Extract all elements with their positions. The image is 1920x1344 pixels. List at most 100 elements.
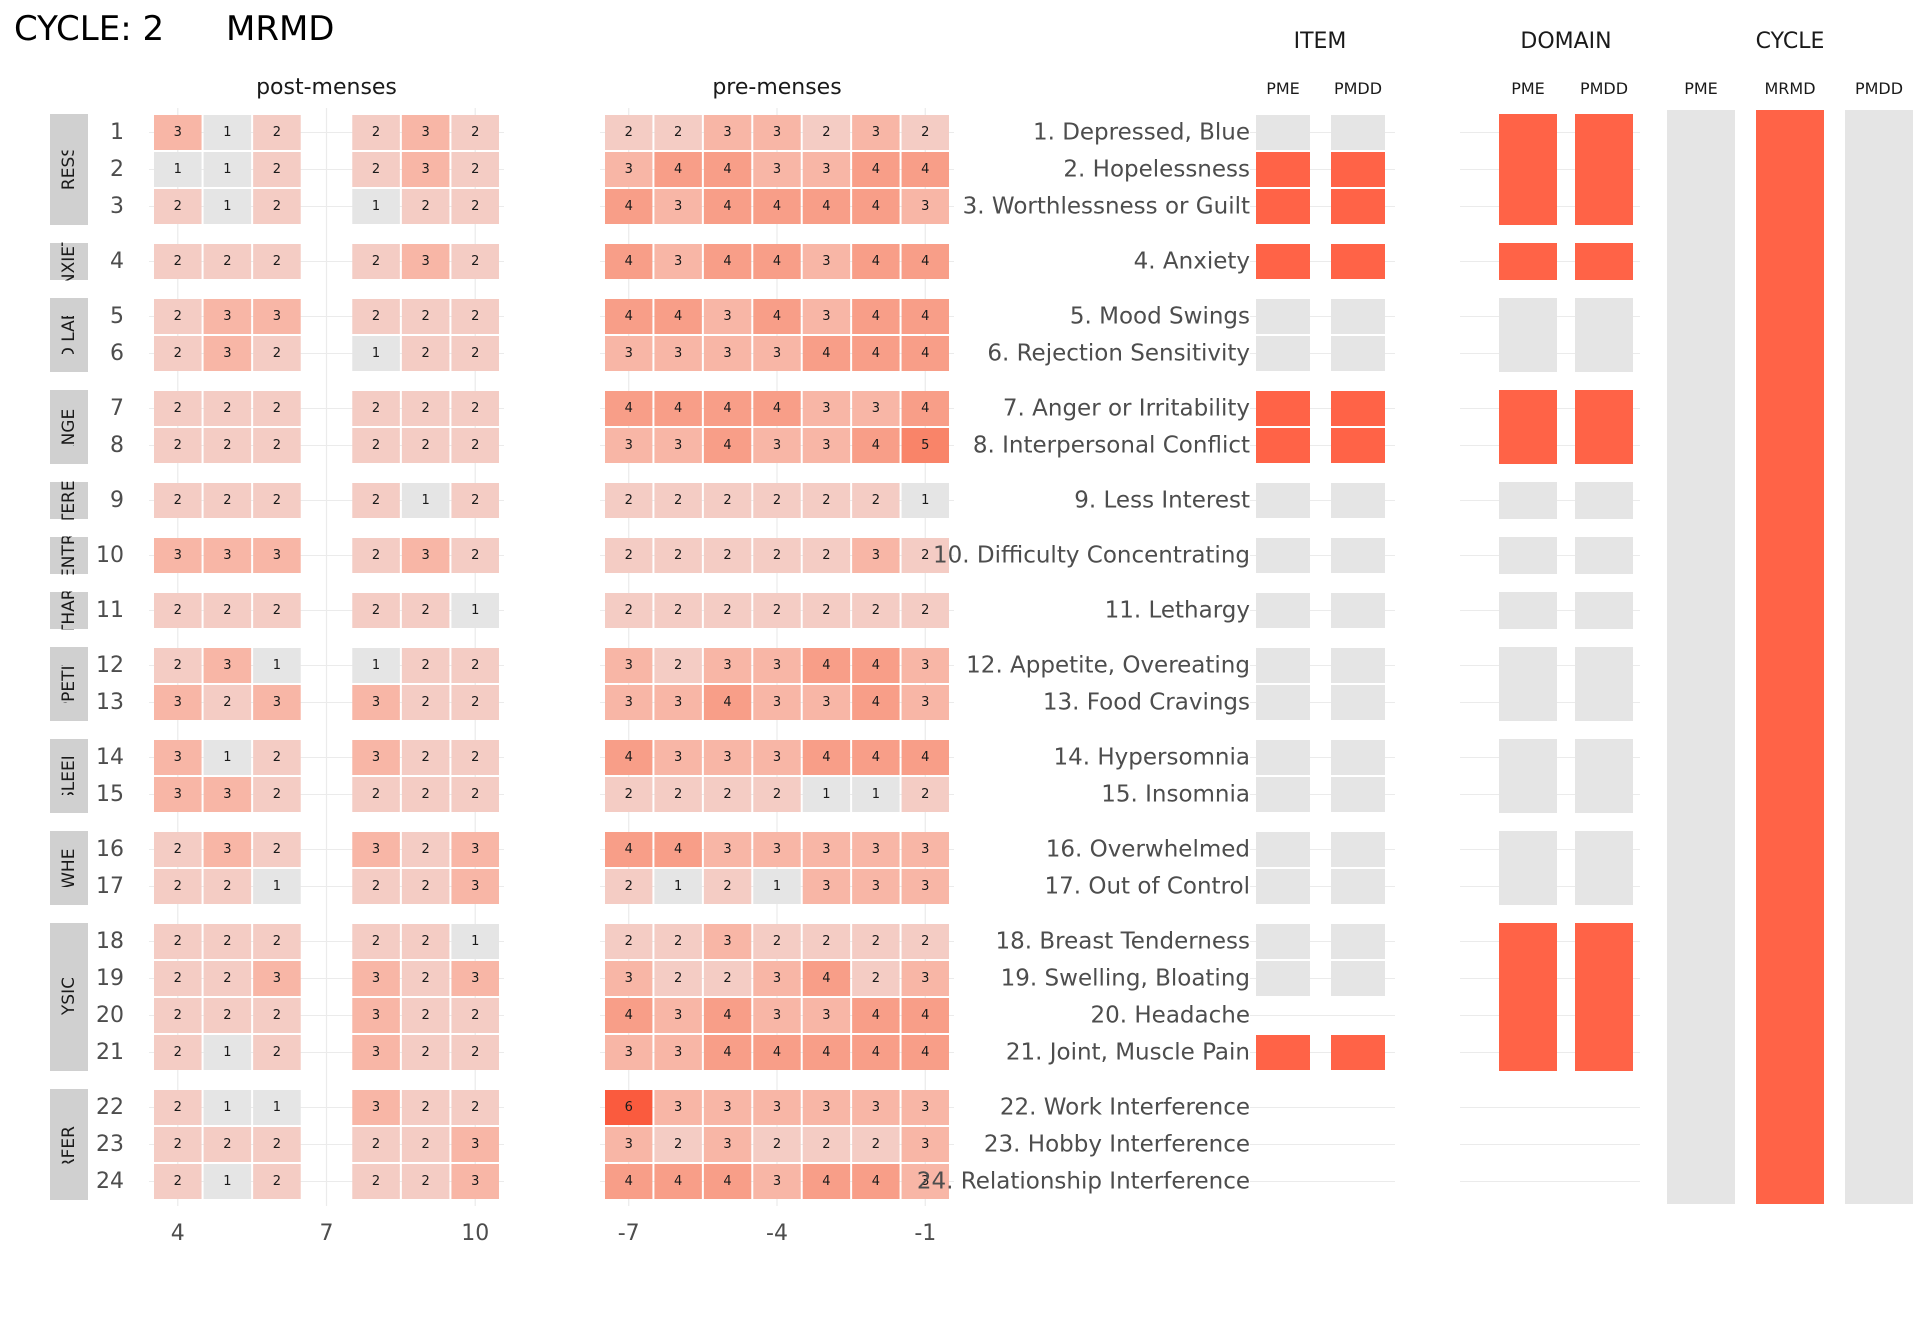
- row-number-label: 21: [96, 1040, 124, 1065]
- cell-value-label: 2: [422, 1137, 430, 1152]
- heatmap-cell: [203, 1090, 252, 1125]
- cell-value-label: 4: [822, 658, 830, 673]
- row-number-label: 23: [96, 1132, 124, 1157]
- heatmap-cell: [703, 685, 752, 720]
- item-flag-tile: [1331, 832, 1385, 867]
- cell-value-label: 2: [471, 548, 479, 563]
- cell-value-label: 2: [471, 1045, 479, 1060]
- heatmap-cell: [703, 299, 752, 334]
- cell-value-label: 2: [174, 658, 182, 673]
- heatmap-cell: [802, 189, 851, 224]
- heatmap-cell: [401, 244, 450, 279]
- cell-value-label: 1: [372, 658, 380, 673]
- cell-value-label: 4: [625, 254, 633, 269]
- heatmap-cell: [753, 1035, 801, 1070]
- heatmap-cell: [154, 391, 202, 426]
- item-label: 15. Insomnia: [1101, 782, 1250, 808]
- row-number-label: 19: [96, 966, 124, 991]
- heatmap-cell: [852, 869, 900, 904]
- heatmap-cell: [154, 1035, 202, 1070]
- cell-value-label: 3: [773, 971, 781, 986]
- cell-value-label: 3: [471, 1174, 479, 1189]
- domain-strip-label: ANXIETY: [59, 225, 79, 298]
- facet-title-post: post-menses: [256, 75, 397, 100]
- cell-value-label: 2: [273, 162, 281, 177]
- cell-value-label: 2: [471, 750, 479, 765]
- heatmap-cell: [901, 189, 949, 224]
- heatmap-cell: [352, 483, 400, 518]
- cell-value-label: 2: [372, 401, 380, 416]
- item-label: 24. Relationship Interference: [917, 1169, 1250, 1195]
- heatmap-cell: [901, 428, 949, 463]
- domain-strip-label: DEPRESSION: [59, 115, 79, 224]
- heatmap-cell: [753, 832, 801, 867]
- heatmap-cell: [654, 998, 702, 1033]
- heatmap-cell: [154, 740, 202, 775]
- heatmap-cell: [654, 428, 702, 463]
- cell-value-label: 1: [223, 1100, 231, 1115]
- heatmap-cell: [703, 189, 752, 224]
- cell-value-label: 4: [822, 1045, 830, 1060]
- cell-value-label: 2: [223, 879, 231, 894]
- heatmap-cell: [901, 593, 949, 628]
- item-flag-tile: [1331, 115, 1385, 150]
- cell-value-label: 4: [625, 1008, 633, 1023]
- item-label: 14. Hypersomnia: [1053, 745, 1250, 771]
- heatmap-cell: [451, 483, 499, 518]
- cell-value-label: 2: [223, 603, 231, 618]
- cell-value-label: 3: [921, 1174, 929, 1189]
- heatmap-cell: [901, 869, 949, 904]
- item-flag-header: PMDD: [1334, 79, 1382, 98]
- cell-value-label: 4: [625, 199, 633, 214]
- row-number-label: 3: [110, 194, 124, 219]
- heatmap-cell: [753, 115, 801, 150]
- cell-value-label: 3: [422, 125, 430, 140]
- cell-value-label: 2: [822, 493, 830, 508]
- cell-value-label: 3: [223, 787, 231, 802]
- cell-value-label: 2: [773, 493, 781, 508]
- heatmap-cell: [802, 299, 851, 334]
- cell-value-label: 3: [422, 548, 430, 563]
- row-number-label: 2: [110, 157, 124, 182]
- item-label: 22. Work Interference: [1000, 1095, 1250, 1121]
- cell-value-label: 3: [674, 1100, 682, 1115]
- row-number-label: 16: [96, 837, 124, 862]
- cell-value-label: 4: [625, 750, 633, 765]
- heatmap-cell: [203, 244, 252, 279]
- heatmap-cell: [401, 998, 450, 1033]
- heatmap-cell: [352, 685, 400, 720]
- cell-value-label: 4: [872, 1008, 880, 1023]
- cell-value-label: 2: [822, 934, 830, 949]
- heatmap-cell: [753, 483, 801, 518]
- heatmap-cell: [451, 1127, 499, 1162]
- domain-flag-tile: [1499, 647, 1557, 721]
- heatmap-cell: [401, 483, 450, 518]
- cell-value-label: 2: [921, 603, 929, 618]
- cell-value-label: 3: [921, 879, 929, 894]
- heatmap-cell: [451, 924, 499, 959]
- heatmap-cell: [802, 961, 851, 996]
- cell-value-label: 3: [723, 1100, 731, 1115]
- heatmap-cell: [654, 685, 702, 720]
- item-flag-tile: [1256, 189, 1310, 224]
- heatmap-cell: [253, 336, 301, 371]
- heatmap-cell: [451, 869, 499, 904]
- cell-value-label: 2: [422, 346, 430, 361]
- cell-value-label: 2: [422, 658, 430, 673]
- heatmap-cell: [253, 538, 301, 573]
- cell-value-label: 4: [921, 254, 929, 269]
- cell-value-label: 2: [422, 199, 430, 214]
- item-flag-tile: [1331, 869, 1385, 904]
- heatmap-cells: 3 1 2 2 3 2 2 2 3 3 2 3 2 1 1 2 2 3 2 3 4 4 3 3 4 4 2 1 2 1 2 2 4 3 4 4 4 4 3 2…: [154, 115, 949, 1199]
- cell-value-label: 3: [773, 162, 781, 177]
- cell-value-label: 2: [273, 603, 281, 618]
- heatmap-cell: [802, 1164, 851, 1199]
- cell-value-label: 3: [674, 254, 682, 269]
- heatmap-cell: [852, 1090, 900, 1125]
- domain-flag-tile: [1499, 592, 1557, 629]
- heatmap-cell: [852, 593, 900, 628]
- cell-value-label: 2: [723, 787, 731, 802]
- cell-value-label: 3: [273, 971, 281, 986]
- row-number-label: 22: [96, 1095, 124, 1120]
